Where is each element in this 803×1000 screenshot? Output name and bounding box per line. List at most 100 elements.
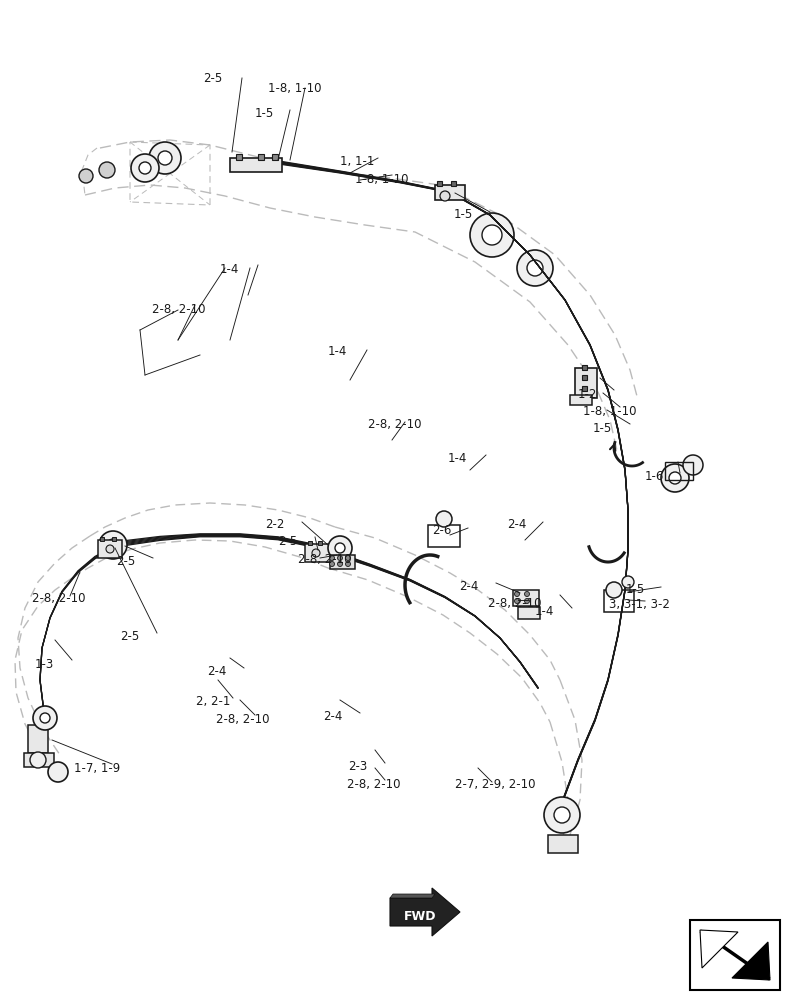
Bar <box>437 181 442 186</box>
Circle shape <box>524 598 529 603</box>
Bar <box>100 537 104 541</box>
Circle shape <box>526 260 542 276</box>
Text: 2-3: 2-3 <box>348 760 367 773</box>
Text: 2-8, 2-10: 2-8, 2-10 <box>32 592 85 605</box>
Text: 2-5: 2-5 <box>120 630 139 643</box>
Circle shape <box>158 151 172 165</box>
Circle shape <box>149 142 181 174</box>
Circle shape <box>30 752 46 768</box>
Text: 2-4: 2-4 <box>459 580 478 593</box>
Circle shape <box>106 545 114 553</box>
Text: 1-4: 1-4 <box>534 605 554 618</box>
Circle shape <box>335 543 344 553</box>
Bar <box>28 725 48 753</box>
Circle shape <box>329 562 334 566</box>
Text: 1-4: 1-4 <box>328 345 347 358</box>
Circle shape <box>131 154 159 182</box>
Circle shape <box>337 556 342 560</box>
Text: 1-8, 1-10: 1-8, 1-10 <box>355 173 408 186</box>
Bar <box>574 368 597 398</box>
Circle shape <box>439 191 450 201</box>
Circle shape <box>514 591 519 596</box>
Circle shape <box>482 225 501 245</box>
Circle shape <box>470 213 513 257</box>
Text: 2-5: 2-5 <box>278 535 297 548</box>
Bar <box>664 462 692 480</box>
Text: 3, 3-1, 3-2: 3, 3-1, 3-2 <box>608 598 669 611</box>
Circle shape <box>544 797 579 833</box>
Bar <box>581 365 586 370</box>
Text: 2-8, 2-10: 2-8, 2-10 <box>487 597 541 610</box>
Circle shape <box>107 539 119 551</box>
Circle shape <box>622 576 634 588</box>
Text: 1-4: 1-4 <box>220 263 239 276</box>
Bar <box>434 185 464 200</box>
Bar <box>230 158 282 172</box>
Text: 1-6: 1-6 <box>644 470 663 483</box>
Bar <box>581 375 586 380</box>
Bar <box>548 835 577 853</box>
Circle shape <box>139 162 151 174</box>
Text: 2-8, 2-10: 2-8, 2-10 <box>347 778 400 791</box>
Circle shape <box>524 591 529 596</box>
Circle shape <box>33 706 57 730</box>
Bar <box>517 607 540 619</box>
Circle shape <box>99 162 115 178</box>
Circle shape <box>345 562 350 566</box>
Circle shape <box>337 562 342 566</box>
Text: 2-4: 2-4 <box>323 710 342 723</box>
Text: 2-4: 2-4 <box>206 665 226 678</box>
Text: 2-8, 2-10: 2-8, 2-10 <box>298 553 351 566</box>
Text: 2-7, 2-9, 2-10: 2-7, 2-9, 2-10 <box>454 778 535 791</box>
Bar <box>24 753 54 767</box>
Text: 2-4: 2-4 <box>507 518 526 531</box>
Text: 2, 2-1: 2, 2-1 <box>196 695 230 708</box>
Circle shape <box>553 807 569 823</box>
Circle shape <box>435 511 451 527</box>
Circle shape <box>660 464 688 492</box>
Polygon shape <box>389 894 434 898</box>
Bar <box>512 590 538 606</box>
Text: 2-8, 2-10: 2-8, 2-10 <box>216 713 269 726</box>
Text: 1-8, 1-10: 1-8, 1-10 <box>582 405 636 418</box>
Circle shape <box>328 536 352 560</box>
Bar <box>603 590 634 612</box>
Circle shape <box>514 598 519 603</box>
Bar <box>271 154 278 160</box>
Text: 2-5: 2-5 <box>116 555 135 568</box>
Circle shape <box>329 556 334 560</box>
Circle shape <box>345 556 350 560</box>
Bar <box>569 395 591 405</box>
Bar <box>318 541 321 545</box>
Polygon shape <box>731 942 769 980</box>
Text: 2-5: 2-5 <box>202 72 222 85</box>
Circle shape <box>40 713 50 723</box>
Circle shape <box>99 531 127 559</box>
Text: FWD: FWD <box>403 910 436 923</box>
Text: 1, 1-1: 1, 1-1 <box>340 155 374 168</box>
Text: 1-5: 1-5 <box>593 422 612 435</box>
Circle shape <box>48 762 68 782</box>
Text: 1-8, 1-10: 1-8, 1-10 <box>267 82 321 95</box>
Circle shape <box>605 582 622 598</box>
Text: 1-5: 1-5 <box>454 208 473 221</box>
Text: 2-6: 2-6 <box>431 524 450 537</box>
Polygon shape <box>389 888 459 936</box>
Circle shape <box>516 250 552 286</box>
Bar <box>329 555 355 569</box>
Text: 1-3: 1-3 <box>35 658 54 671</box>
Bar <box>236 154 242 160</box>
Text: 1-7, 1-9: 1-7, 1-9 <box>74 762 120 775</box>
Bar <box>258 154 263 160</box>
Text: 1-5: 1-5 <box>626 583 645 596</box>
Polygon shape <box>699 930 737 968</box>
Bar <box>112 537 116 541</box>
Circle shape <box>79 169 93 183</box>
Text: 1-4: 1-4 <box>447 452 467 465</box>
Text: 2-2: 2-2 <box>265 518 284 531</box>
Bar <box>450 181 455 186</box>
Bar <box>581 386 586 391</box>
Bar <box>689 920 779 990</box>
Bar <box>304 544 332 562</box>
Bar <box>427 525 459 547</box>
